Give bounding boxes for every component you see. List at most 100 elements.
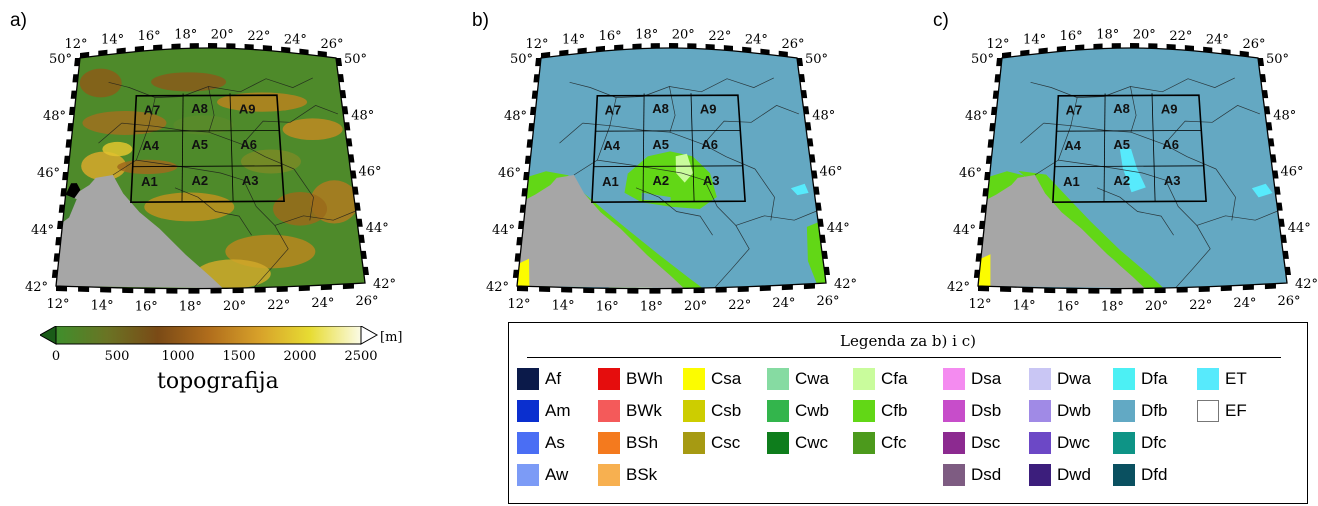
legend-label: Cwb xyxy=(795,401,830,420)
grid-cell-label: A5 xyxy=(1113,137,1130,152)
map-climate-c: A7 A8 A9 A4 A5 A6 A1 A2 A3 12° 12° 14° 14° 16° 16° 18° 1… xyxy=(947,27,1318,314)
legend-item-aw: Aw xyxy=(517,463,568,487)
legend-label: Dfc xyxy=(1141,433,1167,452)
legend-swatch xyxy=(853,368,875,390)
lon-label-bottom: 20° xyxy=(1145,299,1168,314)
legend-label: Dfa xyxy=(1141,369,1168,388)
legend-divider xyxy=(527,357,1281,358)
grid-cell-label: A1 xyxy=(602,174,619,189)
grid-cell-label: A7 xyxy=(144,102,161,117)
colorbar-over-arrow xyxy=(360,326,379,345)
lat-label-left: 50° xyxy=(971,52,994,67)
topography-colorbar xyxy=(40,326,379,345)
lon-label-top: 18° xyxy=(635,27,658,42)
legend-label: Dfd xyxy=(1141,465,1168,484)
lat-label-right: 50° xyxy=(1266,52,1289,67)
lon-label-bottom: 24° xyxy=(1233,296,1256,311)
legend-label: Cwa xyxy=(795,369,830,388)
lat-label-right: 48° xyxy=(812,108,835,123)
grid-cell-label: A5 xyxy=(652,137,669,152)
lat-label-right: 42° xyxy=(373,277,396,292)
lat-label-right: 44° xyxy=(366,221,389,236)
grid-cell-label: A2 xyxy=(1114,173,1131,188)
map-topography: A7 A8 A9 A4 A5 A6 A1 A2 A3 12° 12° 14° 14° 16° 16° 18° 1… xyxy=(25,27,396,314)
legend-item-csb: Csb xyxy=(683,399,741,423)
lat-label-left: 42° xyxy=(25,280,48,295)
lon-label-top: 24° xyxy=(284,33,307,48)
lat-label-left: 42° xyxy=(486,280,509,295)
lon-label-top: 18° xyxy=(174,27,197,42)
grid-cell-label: A9 xyxy=(700,101,717,116)
legend-item-bsh: BSh xyxy=(598,431,658,455)
lon-label-bottom: 12° xyxy=(46,297,69,312)
grid-cell-label: A9 xyxy=(1161,101,1178,116)
legend-swatch xyxy=(598,368,620,390)
legend-label: Dsa xyxy=(971,369,1002,388)
lon-label-bottom: 20° xyxy=(223,299,246,314)
legend-swatch xyxy=(943,368,965,390)
legend-swatch xyxy=(943,432,965,454)
lon-label-top: 22° xyxy=(247,29,270,44)
lat-label-left: 42° xyxy=(947,280,970,295)
lat-label-right: 48° xyxy=(351,108,374,123)
lat-label-right: 50° xyxy=(805,52,828,67)
legend-swatch xyxy=(1029,368,1051,390)
legend-label: Aw xyxy=(545,465,569,484)
grid-cell-label: A5 xyxy=(191,137,208,152)
lon-label-top: 14° xyxy=(562,33,585,48)
lat-label-right: 42° xyxy=(834,277,857,292)
lat-label-left: 50° xyxy=(510,52,533,67)
legend-swatch xyxy=(853,400,875,422)
legend-swatch xyxy=(517,432,539,454)
grid-cell-label: A6 xyxy=(1162,137,1179,152)
legend-item-af: Af xyxy=(517,367,561,391)
legend-item-cfb: Cfb xyxy=(853,399,907,423)
legend-item-am: Am xyxy=(517,399,571,423)
lon-label-top: 12° xyxy=(525,37,548,52)
lat-label-right: 50° xyxy=(344,52,367,67)
climate-legend: Legenda za b) i c) Af Am As Aw BWh BWk BSh BSk C… xyxy=(508,322,1308,504)
colorbar-unit: [m] xyxy=(380,330,403,345)
legend-swatch xyxy=(517,400,539,422)
legend-label: Am xyxy=(545,401,571,420)
lon-label-top: 22° xyxy=(708,29,731,44)
lat-label-left: 50° xyxy=(49,52,72,67)
legend-swatch xyxy=(1113,464,1135,486)
legend-item-cfc: Cfc xyxy=(853,431,907,455)
legend-item-et: ET xyxy=(1197,367,1247,391)
legend-label: Cfa xyxy=(881,369,908,388)
legend-item-cwa: Cwa xyxy=(767,367,829,391)
legend-item-dsa: Dsa xyxy=(943,367,1001,391)
lon-label-bottom: 26° xyxy=(1277,294,1300,309)
legend-swatch xyxy=(767,400,789,422)
legend-swatch xyxy=(767,432,789,454)
legend-swatch xyxy=(683,400,705,422)
lon-label-bottom: 14° xyxy=(1013,298,1036,313)
lon-label-bottom: 22° xyxy=(1189,298,1212,313)
grid-cell-label: A7 xyxy=(605,102,622,117)
lon-label-top: 16° xyxy=(138,29,161,44)
legend-item-as: As xyxy=(517,431,565,455)
grid-cell-label: A8 xyxy=(191,101,208,116)
legend-label: Dwd xyxy=(1057,465,1092,484)
legend-label: Csa xyxy=(711,369,742,388)
grid-cell-label: A1 xyxy=(141,174,158,189)
legend-swatch xyxy=(1113,432,1135,454)
lat-label-right: 42° xyxy=(1295,277,1318,292)
lon-label-bottom: 24° xyxy=(311,296,334,311)
legend-label: Csb xyxy=(711,401,742,420)
lat-label-right: 46° xyxy=(820,165,843,180)
legend-label: Cfc xyxy=(881,433,907,452)
legend-label: ET xyxy=(1225,369,1247,388)
lat-label-left: 48° xyxy=(43,109,66,124)
lon-label-bottom: 16° xyxy=(135,299,158,314)
lon-label-bottom: 18° xyxy=(640,300,663,315)
lon-label-top: 20° xyxy=(672,27,695,42)
legend-item-cwb: Cwb xyxy=(767,399,829,423)
legend-swatch xyxy=(683,368,705,390)
legend-swatch xyxy=(1113,368,1135,390)
legend-item-dfd: Dfd xyxy=(1113,463,1167,487)
lon-label-top: 16° xyxy=(599,29,622,44)
legend-swatch xyxy=(683,432,705,454)
legend-swatch xyxy=(1029,432,1051,454)
